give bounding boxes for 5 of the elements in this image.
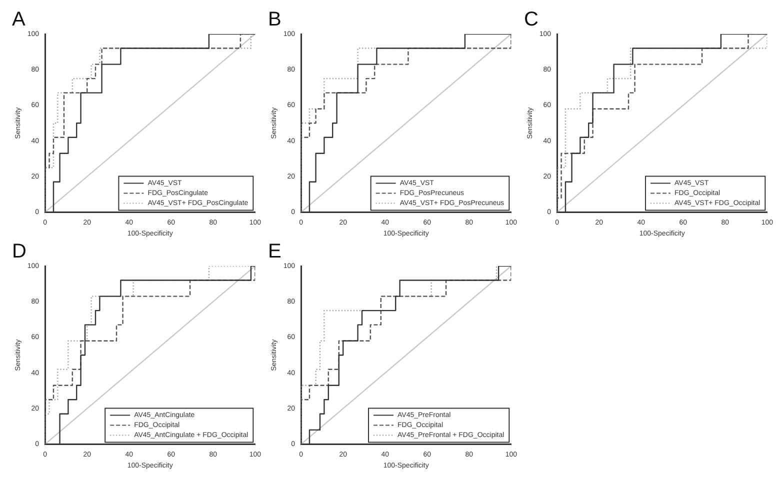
chart-title: C [524, 8, 538, 31]
chart-title: D [12, 240, 26, 263]
chart-title: A [12, 8, 26, 31]
chart-title: E [268, 240, 282, 263]
chart-title: B [268, 8, 282, 31]
